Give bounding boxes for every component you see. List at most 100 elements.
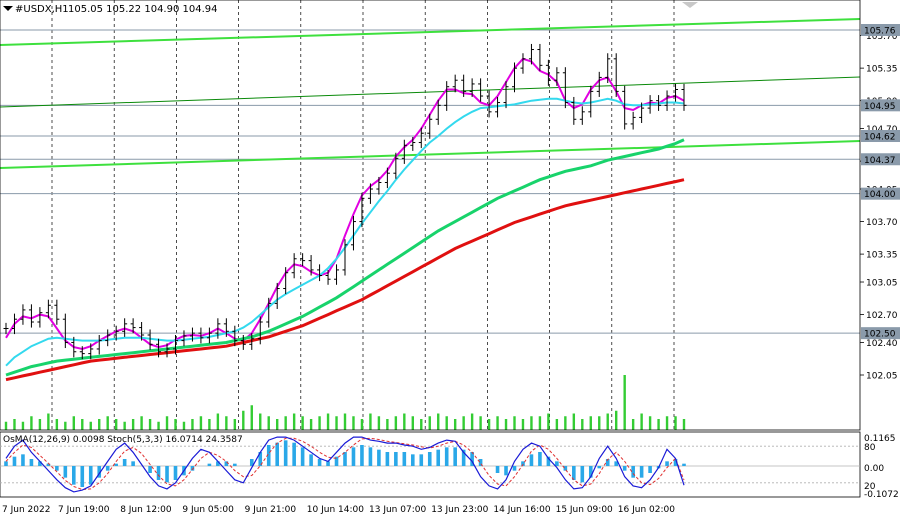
price-tick-label: 102.05 — [866, 372, 898, 382]
osma-bar — [80, 466, 85, 487]
level-price-tag — [861, 99, 900, 112]
volume-bar — [648, 416, 652, 430]
volume-bar — [276, 419, 279, 430]
osma-bar — [427, 452, 432, 466]
volume-bar — [284, 416, 287, 430]
osma-bar — [300, 447, 305, 466]
volume-bar — [106, 416, 109, 430]
level-price-tag — [861, 130, 900, 143]
volume-bar — [606, 413, 609, 430]
level-price-tag — [861, 327, 900, 340]
osma-bar — [597, 466, 602, 469]
osma-bar — [588, 466, 593, 478]
level-price-label: 104.37 — [864, 156, 896, 166]
volume-bar — [496, 416, 499, 430]
volume-bar — [487, 419, 491, 430]
osma-bar — [63, 466, 68, 478]
volume-bar — [631, 419, 635, 430]
volume-bar — [453, 419, 457, 430]
price-tick-label: 102.40 — [866, 339, 898, 349]
shift-marker-icon — [682, 2, 698, 8]
volume-bar — [564, 416, 567, 430]
osma-bar — [453, 447, 457, 466]
volume-bar — [64, 421, 67, 430]
volume-bar — [581, 419, 584, 430]
osma-bar — [377, 449, 381, 466]
osma-bar — [292, 442, 296, 466]
volume-bar — [352, 416, 355, 430]
osma-bar — [334, 456, 339, 466]
volume-bar — [267, 416, 270, 430]
level-price-tag — [861, 187, 900, 200]
indicator-tick-label: 0.1165 — [864, 434, 896, 444]
volume-bar — [360, 419, 364, 430]
volume-bar — [589, 416, 592, 430]
osma-bar — [326, 461, 330, 466]
volume-bar — [598, 416, 601, 430]
osma-bar — [275, 442, 279, 466]
osma-bar — [351, 447, 356, 466]
osma-bar — [436, 449, 441, 466]
osma-bar — [402, 452, 407, 466]
osma-bar — [461, 449, 466, 466]
dropdown-arrow-icon[interactable] — [3, 6, 13, 11]
volume-bar — [242, 410, 245, 430]
moving-average-line — [5, 57, 685, 351]
osma-bar — [97, 466, 102, 478]
volume-bar — [13, 419, 16, 430]
volume-bar — [131, 419, 135, 430]
level-price-tag — [861, 24, 900, 36]
osma-bar — [72, 466, 76, 485]
osma-bar — [317, 459, 322, 466]
level-price-label: 105.76 — [864, 27, 896, 37]
channel-line — [0, 18, 861, 46]
volume-bar — [123, 421, 126, 430]
price-tick-label: 103.35 — [866, 251, 898, 261]
osma-bar — [283, 440, 288, 466]
osma-bar — [622, 466, 627, 471]
price-tick-label: 103.70 — [866, 218, 898, 228]
volume-bar — [445, 416, 448, 430]
osma-bar — [538, 452, 542, 466]
time-tick-label: 9 Jun 05:00 — [182, 505, 234, 515]
price-tick-label: 102.70 — [866, 311, 898, 321]
osma-bar — [572, 466, 576, 480]
volume-bar — [547, 413, 550, 430]
moving-average-line — [5, 178, 685, 382]
volume-bar — [21, 421, 25, 430]
osma-bar — [368, 447, 373, 466]
osma-bar — [563, 466, 568, 471]
volume-bar — [225, 416, 228, 430]
osma-bar — [555, 461, 559, 466]
volume-bar — [55, 419, 59, 430]
volume-bar — [665, 416, 669, 430]
volume-bar — [233, 419, 237, 430]
volume-bar — [437, 413, 440, 430]
volume-bar — [4, 421, 8, 430]
volume-bar — [326, 413, 330, 430]
osma-bar — [470, 452, 474, 466]
price-bars — [3, 43, 687, 360]
osma-bar — [385, 452, 390, 466]
volume-bar — [411, 416, 414, 430]
volume-bar — [513, 416, 516, 430]
volume-bar — [335, 416, 338, 430]
osma-bar — [190, 466, 195, 471]
osma-bar — [224, 461, 229, 466]
volume-histogram — [4, 375, 686, 430]
osma-bar — [605, 459, 610, 466]
osma-bar — [343, 452, 347, 466]
osma-bar — [233, 463, 237, 466]
osma-bar — [207, 463, 212, 466]
volume-bar — [157, 421, 160, 430]
volume-bar — [479, 416, 482, 430]
volume-bar — [470, 413, 474, 430]
price-axis: 105.70105.35105.00104.70104.35104.05103.… — [860, 24, 900, 382]
osma-bar — [156, 466, 161, 480]
channel-line — [0, 76, 861, 108]
osma-bar — [546, 456, 551, 466]
volume-bar — [386, 419, 389, 430]
osma-bar — [148, 466, 152, 473]
